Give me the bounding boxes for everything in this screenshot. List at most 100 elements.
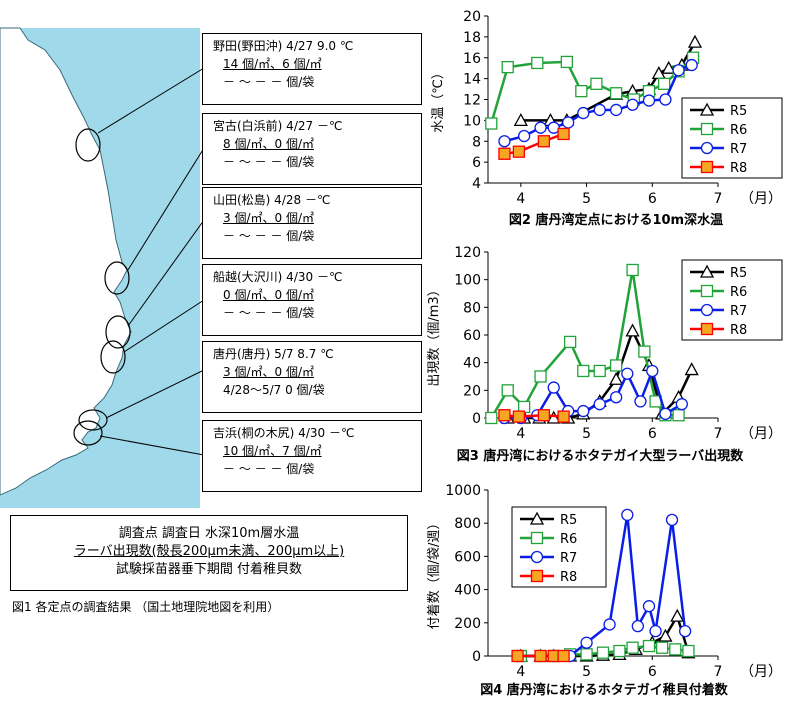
data-point-r7 bbox=[685, 58, 698, 72]
x-tick-label: 4 bbox=[516, 426, 525, 442]
y-tick-label: 4 bbox=[472, 176, 481, 192]
station-counts-line: 8 個/㎡、0 個/㎡ bbox=[223, 137, 314, 151]
data-point-r7 bbox=[621, 508, 634, 522]
station-marker-yamada[interactable] bbox=[105, 315, 131, 349]
data-point-r7 bbox=[642, 600, 656, 613]
data-point-r8 bbox=[534, 649, 547, 663]
x-tick-label: 6 bbox=[648, 191, 657, 207]
x-tick-label: 4 bbox=[516, 191, 525, 207]
x-axis-label: （月） bbox=[740, 191, 782, 207]
land-area bbox=[0, 27, 132, 496]
station-name-line: 吉浜(桐の木尻) 4/30 －℃ bbox=[213, 426, 355, 440]
legend-swatch-marker bbox=[699, 102, 715, 116]
legend-swatch-marker bbox=[530, 531, 544, 545]
x-tick-label: 4 bbox=[516, 664, 525, 680]
station-callout-miyako: 宮古(白浜前) 4/27 －℃ 8 個/㎡、0 個/㎡ － ～ － － 個/袋 bbox=[202, 113, 422, 185]
legend-label: R6 bbox=[560, 532, 577, 547]
data-point-r6 bbox=[534, 370, 547, 383]
station-marker-yoshihama[interactable] bbox=[73, 420, 103, 446]
data-point-r7 bbox=[593, 398, 606, 411]
data-point-r8 bbox=[498, 409, 511, 422]
legend-label: R8 bbox=[730, 161, 747, 176]
series-line-r8 bbox=[504, 132, 565, 156]
data-point-r8 bbox=[557, 127, 570, 141]
data-point-r7 bbox=[649, 624, 662, 638]
y-tick-label: 40 bbox=[463, 356, 481, 372]
data-point-r7 bbox=[547, 121, 560, 134]
legend-line-1: 調査点 調査日 水深10m層水温 bbox=[118, 526, 300, 541]
data-point-r6 bbox=[501, 60, 514, 74]
data-point-r6 bbox=[577, 364, 590, 378]
station-marker-noda[interactable] bbox=[75, 128, 101, 162]
y-tick-label: 8 bbox=[472, 134, 481, 150]
data-point-r6 bbox=[596, 646, 610, 659]
data-point-r6 bbox=[609, 359, 623, 372]
data-point-r6 bbox=[657, 77, 671, 90]
data-point-r6 bbox=[638, 345, 651, 358]
legend-swatch-marker bbox=[700, 303, 714, 317]
y-tick-label: 120 bbox=[454, 245, 481, 261]
x-axis-label: （月） bbox=[740, 426, 782, 442]
data-point-r7 bbox=[577, 404, 590, 418]
chart-water-temperature: 4 6 8 10 12 14 16 18 20 4 5 6 7 （月） 水温（℃） 図2 唐丹湾定点における1… bbox=[431, 9, 783, 228]
x-tick-label: 7 bbox=[714, 426, 723, 442]
station-counts-line: 14 個/㎡、6 個/㎡ bbox=[223, 57, 322, 71]
station-name-line: 唐丹(唐丹) 5/7 8.7 ℃ bbox=[213, 347, 334, 361]
data-point-r7 bbox=[498, 135, 511, 148]
legend-label: R5 bbox=[560, 513, 577, 528]
data-point-r7 bbox=[678, 624, 692, 638]
data-point-r7 bbox=[665, 513, 679, 527]
data-point-r6 bbox=[575, 85, 588, 98]
station-marker-miyako[interactable] bbox=[104, 261, 130, 295]
data-point-r8 bbox=[537, 409, 551, 422]
station-name-line: 船越(大沢川) 4/30 －℃ bbox=[213, 270, 343, 284]
legend-box bbox=[681, 259, 783, 341]
data-point-r8 bbox=[498, 147, 511, 160]
legend-label: R5 bbox=[730, 266, 747, 281]
station-attach-line: 4/28～5/7 0 個/袋 bbox=[223, 383, 325, 397]
legend-label: R6 bbox=[730, 285, 747, 300]
chart-spat-attachment: 0 200 400 600 800 1000 4 5 6 7 （月） 付着数（個/袋/週） 図4 唐丹湾… bbox=[426, 483, 782, 698]
y-tick-label: 16 bbox=[463, 51, 481, 67]
y-tick-label: 80 bbox=[463, 300, 481, 316]
data-point-r7 bbox=[646, 364, 659, 378]
data-point-r8 bbox=[512, 145, 526, 158]
legend-label: R6 bbox=[730, 123, 747, 138]
y-tick-label: 0 bbox=[472, 411, 481, 427]
chart-title: 図2 唐丹湾定点における10m深水温 bbox=[509, 212, 723, 228]
data-point-r5 bbox=[658, 628, 673, 642]
data-point-r6 bbox=[593, 364, 606, 378]
data-point-r7 bbox=[621, 367, 634, 380]
data-point-r6 bbox=[613, 644, 626, 658]
station-attach-line: － ～ － － 個/袋 bbox=[223, 155, 315, 169]
y-tick-label: 6 bbox=[472, 155, 481, 171]
data-point-r8 bbox=[557, 410, 570, 423]
map-legend-box: 調査点 調査日 水深10m層水温 ラーバ出現数(殻長200μm未満、200μm以… bbox=[10, 515, 408, 591]
data-point-r7 bbox=[626, 98, 639, 111]
data-point-r7 bbox=[672, 64, 685, 77]
data-point-r7 bbox=[675, 398, 689, 411]
legend-swatch-marker bbox=[530, 569, 544, 583]
legend-swatch-marker bbox=[699, 264, 715, 278]
data-point-r6 bbox=[672, 409, 685, 422]
chart-larvae-count: 0 20 40 60 80 100 120 4 5 6 7 （月） 出現数（個/m3） 図3 唐丹湾におけ… bbox=[427, 245, 783, 464]
station-callout-toni: 唐丹(唐丹) 5/7 8.7 ℃ 3 個/㎡、0 個/㎡ 4/28～5/7 0 … bbox=[202, 341, 422, 413]
data-point-r7 bbox=[609, 103, 623, 117]
data-point-r6 bbox=[669, 643, 682, 656]
data-point-r7 bbox=[659, 93, 672, 106]
data-point-r6 bbox=[642, 639, 656, 653]
station-counts-line: 3 個/㎡、0 個/㎡ bbox=[223, 365, 314, 379]
series-line-r6 bbox=[490, 56, 694, 124]
station-name-line: 山田(松島) 4/28 －℃ bbox=[213, 193, 331, 207]
data-point-r6 bbox=[485, 117, 498, 130]
station-markers bbox=[73, 128, 131, 446]
data-point-r5 bbox=[609, 371, 624, 385]
data-point-r5 bbox=[546, 410, 561, 424]
x-axis-label: （月） bbox=[740, 664, 782, 680]
station-marker-toni[interactable] bbox=[78, 409, 108, 431]
data-point-r7 bbox=[517, 129, 531, 143]
station-callout-yoshihama: 吉浜(桐の木尻) 4/30 －℃ 10 個/㎡、7 個/㎡ － ～ － － 個/… bbox=[202, 420, 422, 492]
station-marker-funakoshi[interactable] bbox=[100, 340, 126, 374]
data-point-r7 bbox=[562, 116, 575, 129]
legend-label: R7 bbox=[730, 304, 747, 319]
